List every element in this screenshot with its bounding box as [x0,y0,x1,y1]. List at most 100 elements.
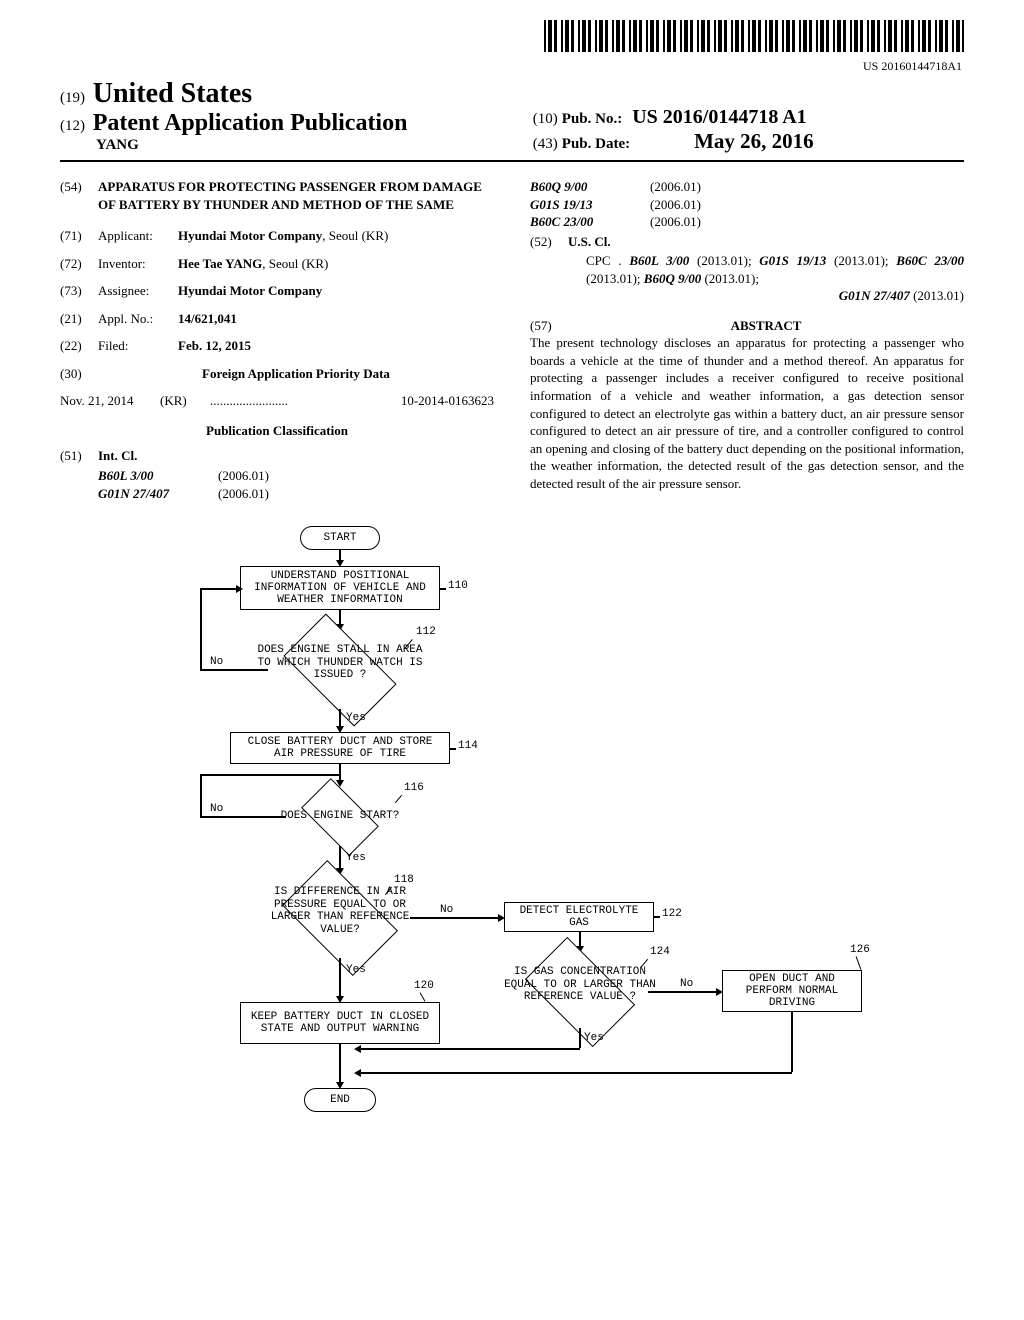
fc-connector [200,588,202,670]
assignee-num: (73) [60,282,98,300]
fc-label-120: 120 [414,980,434,992]
fc-connector [200,588,240,590]
foreign-date: Nov. 21, 2014 [60,392,160,410]
filed-value: Feb. 12, 2015 [178,337,494,355]
fc-decision-112-text: DOES ENGINE STALL IN AREA TO WHICH THUND… [248,644,432,682]
title-block: (54) APPARATUS FOR PROTECTING PASSENGER … [60,178,494,213]
intcl-year: (2006.01) [650,213,701,231]
fc-label-126: 126 [850,944,870,956]
intcl-year: (2006.01) [218,467,269,485]
fc-connector [339,1044,341,1084]
fc-label-116: 116 [404,782,424,794]
fc-connector [450,748,456,750]
intcl-year: (2006.01) [218,485,269,503]
intcl-list-left: B60L 3/00 (2006.01) G01N 27/407 (2006.01… [98,467,494,502]
fc-start: START [300,526,380,550]
title-text: APPARATUS FOR PROTECTING PASSENGER FROM … [98,178,494,213]
right-column: B60Q 9/00 (2006.01) G01S 19/13 (2006.01)… [530,178,964,502]
foreign-heading-row: (30) Foreign Application Priority Data [60,365,494,383]
fc-yes-label: Yes [584,1032,604,1044]
country-num: (19) [60,90,85,106]
applno-label: Appl. No.: [98,310,178,328]
abstract-heading-row: (57) ABSTRACT [530,317,964,335]
uscl-num: (52) [530,233,568,251]
foreign-num: (30) [60,365,98,383]
abstract-num: (57) [530,317,568,335]
applno-row: (21) Appl. No.: 14/621,041 [60,310,494,328]
cpc-c4: B60Q 9/00 [644,271,701,286]
cpc-y4: (2013.01); [701,271,759,286]
cpc-c3: B60C 23/00 [896,253,964,268]
fc-step-126: OPEN DUCT AND PERFORM NORMAL DRIVING [722,970,862,1012]
barcode-area: US 20160144718A1 [60,20,964,74]
fc-connector [791,1012,793,1072]
fc-no-label: No [440,904,453,916]
bibliographic-columns: (54) APPARATUS FOR PROTECTING PASSENGER … [60,178,964,502]
fc-arrow-icon [236,585,243,593]
fc-yes-label: Yes [346,712,366,724]
pubno-value: US 2016/0144718 A1 [632,106,806,128]
intcl-num: (51) [60,447,98,465]
cpc-y3: (2013.01); [586,271,644,286]
applno-num: (21) [60,310,98,328]
intcl-row: (51) Int. Cl. [60,447,494,465]
fc-no-label: No [680,978,693,990]
inventor-label: Inventor: [98,255,178,273]
cpc-block: CPC . B60L 3/00 (2013.01); G01S 19/13 (2… [586,252,964,305]
fc-label-114: 114 [458,740,478,752]
fc-connector [440,588,446,590]
inventor-loc: , Seoul (KR) [262,256,328,271]
fc-connector [339,846,341,870]
intcl-code: G01S 19/13 [530,196,650,214]
fc-decision-118-text: IS DIFFERENCE IN AIR PRESSURE EQUAL TO O… [254,886,426,937]
fc-connector [654,916,660,918]
doc-num: (12) [60,118,85,134]
applicant-name: Hyundai Motor Company [178,228,322,243]
pubdate-value: May 26, 2016 [694,129,814,153]
inventor-num: (72) [60,255,98,273]
cpc-prefix: CPC . [586,253,622,268]
intcl-code: B60C 23/00 [530,213,650,231]
header-right: (10) Pub. No.: US 2016/0144718 A1 (43) P… [513,106,964,154]
fc-label-110: 110 [448,580,468,592]
fc-end: END [304,1088,376,1112]
cpc-c1: B60L 3/00 [629,253,689,268]
filed-label: Filed: [98,337,178,355]
fc-connector [579,1028,581,1048]
pubno-label: Pub. No.: [562,111,622,127]
fc-step-110: UNDERSTAND POSITIONAL INFORMATION OF VEH… [240,566,440,610]
fc-step-122: DETECT ELECTROLYTE GAS [504,902,654,932]
fc-connector [395,795,402,803]
barcode-text: US 20160144718A1 [60,59,962,74]
inventor-name: Hee Tae YANG [178,256,262,271]
foreign-no: 10-2014-0163623 [401,392,494,410]
cpc-y2: (2013.01); [826,253,888,268]
fc-step-114: CLOSE BATTERY DUCT AND STORE AIR PRESSUR… [230,732,450,764]
assignee-row: (73) Assignee: Hyundai Motor Company [60,282,494,300]
foreign-data-row: Nov. 21, 2014 (KR) .....................… [60,392,494,410]
uscl-row: (52) U.S. Cl. [530,233,964,251]
fc-connector [360,1048,580,1050]
filed-row: (22) Filed: Feb. 12, 2015 [60,337,494,355]
applno-value: 14/621,041 [178,310,494,328]
uscl-label: U.S. Cl. [568,233,611,251]
title-num: (54) [60,178,98,213]
country-name: United States [93,78,252,109]
fc-decision-116-text: DOES ENGINE START? [260,810,420,823]
barcode-graphic [544,20,964,52]
foreign-dots: ........................ [210,392,401,410]
intcl-year: (2006.01) [650,178,701,196]
fc-connector [339,958,341,998]
inventor-value: Hee Tae YANG, Seoul (KR) [178,255,494,273]
cpc-y1: (2013.01); [689,253,759,268]
fc-yes-label: Yes [346,964,366,976]
intcl-code: B60Q 9/00 [530,178,650,196]
applicant-row: (71) Applicant: Hyundai Motor Company, S… [60,227,494,245]
applicant-value: Hyundai Motor Company, Seoul (KR) [178,227,494,245]
fc-decision-124-text: IS GAS CONCENTRATION EQUAL TO OR LARGER … [496,966,664,1004]
fc-yes-label: Yes [346,852,366,864]
applicant-label: Applicant: [98,227,178,245]
intcl-row-1: G01N 27/407 (2006.01) [98,485,494,503]
fc-connector [360,1072,792,1074]
author-name: YANG [96,137,513,154]
